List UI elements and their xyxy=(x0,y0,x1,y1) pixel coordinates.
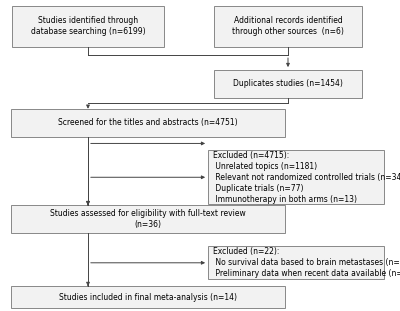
FancyBboxPatch shape xyxy=(214,70,362,98)
Text: Duplicates studies (n=1454): Duplicates studies (n=1454) xyxy=(233,80,343,88)
Text: Excluded (n=22):
 No survival data based to brain metastases (n=19)
 Preliminary: Excluded (n=22): No survival data based … xyxy=(213,247,400,278)
Text: Studies assessed for eligibility with full-text review
(n=36): Studies assessed for eligibility with fu… xyxy=(50,209,246,229)
Text: Screened for the titles and abstracts (n=4751): Screened for the titles and abstracts (n… xyxy=(58,118,238,127)
FancyBboxPatch shape xyxy=(214,6,362,47)
Text: Studies included in final meta-analysis (n=14): Studies included in final meta-analysis … xyxy=(59,293,237,301)
FancyBboxPatch shape xyxy=(208,150,384,205)
FancyBboxPatch shape xyxy=(11,205,285,233)
Text: Additional records identified
through other sources  (n=6): Additional records identified through ot… xyxy=(232,16,344,36)
Text: Studies identified through
database searching (n=6199): Studies identified through database sear… xyxy=(31,16,145,36)
FancyBboxPatch shape xyxy=(12,6,164,47)
FancyBboxPatch shape xyxy=(11,286,285,308)
FancyBboxPatch shape xyxy=(208,246,384,279)
FancyBboxPatch shape xyxy=(11,109,285,137)
Text: Excluded (n=4715):
 Unrelated topics (n=1181)
 Relevant not randomized controlle: Excluded (n=4715): Unrelated topics (n=1… xyxy=(213,151,400,204)
